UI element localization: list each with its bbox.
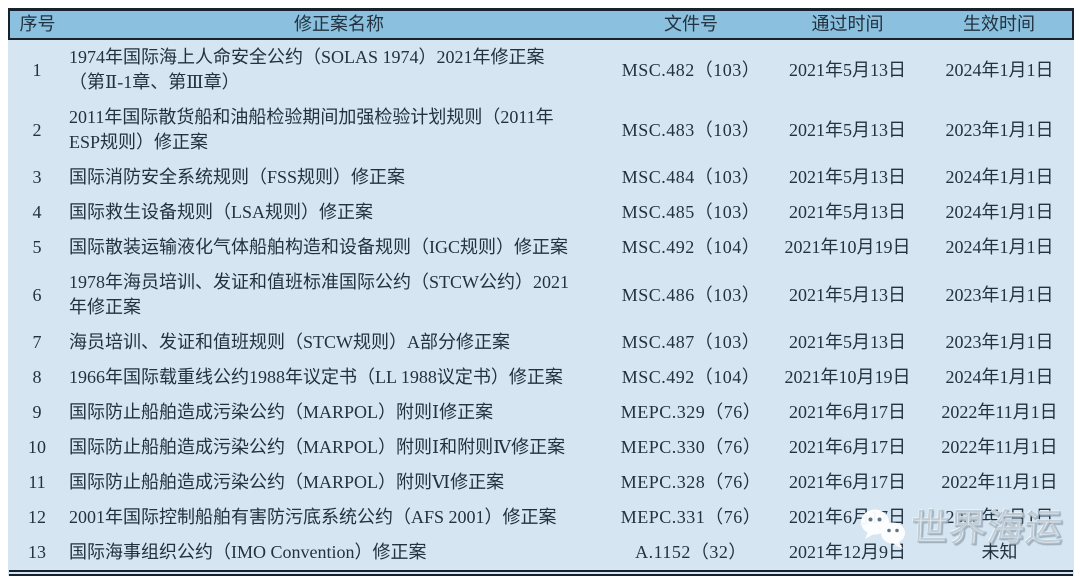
cell-no: 4 [32,202,42,222]
cell-document-no: MSC.492（104） [621,237,761,257]
cell-effective-date: 2022年11月1日 [941,472,1058,492]
cell-amendment-name: 1974年国际海上人命安全公约（SOLAS 1974）2021年修正案（第Ⅱ-1… [69,47,545,92]
cell-effective-date: 2024年1月1日 [945,237,1054,257]
cell-no: 8 [32,367,42,387]
table-row: 8 1966年国际载重线公约1988年议定书（LL 1988议定书）修正案 MS… [9,360,1073,395]
cell-effective-date: 2022年11月1日 [941,402,1058,422]
cell-document-no: MEPC.331（76） [620,507,762,527]
cell-adoption-date: 2021年5月13日 [789,59,906,80]
cell-amendment-name: 1966年国际载重线公约1988年议定书（LL 1988议定书）修正案 [69,367,563,387]
cell-adoption-date: 2021年10月19日 [784,367,911,387]
cell-effective-date: 2023年1月1日 [945,119,1054,140]
cell-effective-date: 2024年1月1日 [945,167,1054,187]
cell-adoption-date: 2021年6月17日 [789,437,906,457]
cell-effective-date: 2024年1月1日 [945,367,1054,387]
cell-amendment-name: 国际救生设备规则（LSA规则）修正案 [69,202,374,222]
table-row: 7 海员培训、发证和值班规则（STCW规则）A部分修正案 MSC.487（103… [9,325,1073,360]
column-header-document-no: 文件号 [613,9,769,40]
cell-document-no: MSC.487（103） [621,332,761,352]
cell-adoption-date: 2021年6月17日 [789,507,906,527]
cell-amendment-name: 国际海事组织公约（IMO Convention）修正案 [69,542,427,562]
cell-amendment-name: 海员培训、发证和值班规则（STCW规则）A部分修正案 [69,332,510,352]
column-header-no: 序号 [8,9,65,40]
table-row: 12 2001年国际控制船舶有害防污底系统公约（AFS 2001）修正案 MEP… [9,500,1073,535]
table-row: 9 国际防止船舶造成污染公约（MARPOL）附则Ⅰ修正案 MEPC.329（76… [9,395,1073,430]
table-row: 1 1974年国际海上人命安全公约（SOLAS 1974）2021年修正案（第Ⅱ… [9,39,1073,100]
cell-amendment-name: 2001年国际控制船舶有害防污底系统公约（AFS 2001）修正案 [69,507,557,527]
table-row: 2 2011年国际散货船和油船检验期间加强检验计划规则（2011年ESP规则）修… [9,100,1073,160]
cell-effective-date: 2024年1月1日 [945,59,1054,80]
cell-adoption-date: 2021年5月13日 [789,119,906,140]
cell-no: 2 [32,119,42,140]
cell-document-no: MSC.484（103） [621,167,761,187]
cell-document-no: MEPC.329（76） [620,402,762,422]
cell-amendment-name: 国际防止船舶造成污染公约（MARPOL）附则Ⅰ和附则Ⅳ修正案 [69,437,566,457]
cell-no: 3 [32,167,42,187]
cell-adoption-date: 2021年10月19日 [784,237,911,257]
cell-adoption-date: 2021年5月13日 [789,167,906,187]
cell-no: 5 [32,237,42,257]
cell-document-no: MSC.483（103） [621,119,761,140]
cell-document-no: MEPC.330（76） [620,437,762,457]
table-row: 6 1978年海员培训、发证和值班标准国际公约（STCW公约）2021年修正案 … [9,265,1073,325]
cell-amendment-name: 国际防止船舶造成污染公约（MARPOL）附则Ⅰ修正案 [69,402,494,422]
cell-amendment-name: 1978年海员培训、发证和值班标准国际公约（STCW公约）2021年修正案 [69,272,569,317]
cell-amendment-name: 国际消防安全系统规则（FSS规则）修正案 [69,167,406,187]
cell-adoption-date: 2021年6月17日 [789,472,906,492]
cell-document-no: MSC.482（103） [621,59,761,80]
column-header-adoption-date: 通过时间 [769,9,926,40]
cell-adoption-date: 2021年12月9日 [789,542,906,562]
amendments-table: 序号 修正案名称 文件号 通过时间 生效时间 1 1974年国际海上人命安全公约… [8,8,1074,576]
cell-effective-date: 2022年11月1日 [941,437,1058,457]
cell-document-no: MEPC.328（76） [620,472,762,492]
cell-effective-date: 2023年1月1日 [945,332,1054,352]
cell-no: 1 [32,59,42,80]
table-row: 4 国际救生设备规则（LSA规则）修正案 MSC.485（103） 2021年5… [9,195,1073,230]
cell-no: 11 [28,472,46,492]
table-header: 序号 修正案名称 文件号 通过时间 生效时间 [8,9,1074,40]
cell-no: 7 [32,332,42,352]
table-row: 3 国际消防安全系统规则（FSS规则）修正案 MSC.484（103） 2021… [9,160,1073,195]
cell-document-no: MSC.492（104） [621,367,761,387]
cell-document-no: A.1152（32） [635,542,747,562]
cell-no: 9 [32,402,42,422]
table-row: 11 国际防止船舶造成污染公约（MARPOL）附则Ⅵ修正案 MEPC.328（7… [9,465,1073,500]
cell-effective-date: 2023年1月1日 [945,507,1054,527]
cell-document-no: MSC.485（103） [621,202,761,222]
cell-amendment-name: 2011年国际散货船和油船检验期间加强检验计划规则（2011年ESP规则）修正案 [69,107,554,152]
cell-adoption-date: 2021年5月13日 [789,332,906,352]
table-row: 5 国际散装运输液化气体船舶构造和设备规则（IGC规则）修正案 MSC.492（… [9,230,1073,265]
cell-amendment-name: 国际散装运输液化气体船舶构造和设备规则（IGC规则）修正案 [69,237,568,257]
cell-no: 10 [28,437,46,457]
cell-effective-date: 未知 [981,542,1018,562]
cell-adoption-date: 2021年5月13日 [789,202,906,222]
cell-adoption-date: 2021年6月17日 [789,402,906,422]
table-row: 10 国际防止船舶造成污染公约（MARPOL）附则Ⅰ和附则Ⅳ修正案 MEPC.3… [9,430,1073,465]
header-row: 序号 修正案名称 文件号 通过时间 生效时间 [8,9,1074,40]
cell-effective-date: 2023年1月1日 [945,284,1054,305]
table-body: 1 1974年国际海上人命安全公约（SOLAS 1974）2021年修正案（第Ⅱ… [9,39,1073,573]
cell-effective-date: 2024年1月1日 [945,202,1054,222]
cell-document-no: MSC.486（103） [621,284,761,305]
cell-no: 13 [28,542,46,562]
cell-no: 6 [32,284,42,305]
cell-amendment-name: 国际防止船舶造成污染公约（MARPOL）附则Ⅵ修正案 [69,472,505,492]
column-header-effective-date: 生效时间 [926,9,1074,40]
cell-no: 12 [28,507,46,527]
table-row: 13 国际海事组织公约（IMO Convention）修正案 A.1152（32… [9,535,1073,573]
cell-adoption-date: 2021年5月13日 [789,284,906,305]
column-header-amendment-name: 修正案名称 [65,9,613,40]
